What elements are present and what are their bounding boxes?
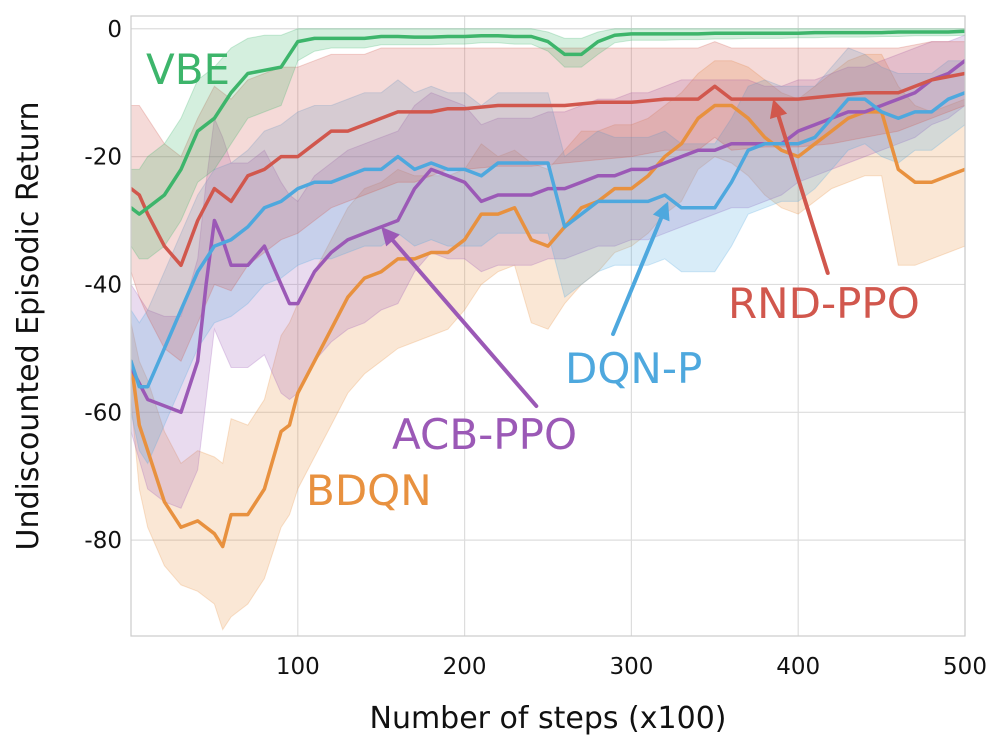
label-acb-ppo: ACB-PPO	[392, 410, 577, 459]
x-tick-label: 100	[276, 654, 320, 680]
line-bdqn	[131, 103, 965, 549]
arrow-rnd-ppo	[776, 114, 830, 275]
band-vbe	[131, 28, 965, 260]
tick-labels: 100 200 300 400 500 0 -20 -40 -60 -80	[84, 17, 987, 680]
label-rnd-ppo: RND-PPO	[728, 279, 920, 328]
arrowhead-acb-ppo	[381, 226, 400, 247]
line-acb-ppo	[131, 58, 965, 415]
annotation-arrows	[381, 99, 830, 408]
x-tick-label: 200	[443, 654, 487, 680]
x-axis-title: Number of steps (x100)	[370, 701, 727, 736]
line-vbe	[131, 29, 965, 216]
line-rnd-ppo	[131, 71, 965, 268]
label-bdqn: BDQN	[306, 466, 432, 515]
label-dqn-p: DQN-P	[565, 344, 702, 393]
y-axis-title: Undiscounted Episodic Return	[11, 102, 46, 551]
y-tick-label: -40	[84, 272, 122, 298]
y-tick-label: -60	[84, 400, 122, 426]
label-vbe: VBE	[146, 45, 230, 94]
arrow-acb-ppo	[390, 238, 539, 408]
band-acb-ppo	[131, 34, 965, 509]
series-lines	[131, 29, 965, 549]
x-tick-label: 300	[609, 654, 653, 680]
arrow-dqn-p	[611, 215, 664, 336]
y-tick-label: -20	[84, 145, 122, 171]
y-tick-label: -80	[84, 528, 122, 554]
y-tick-label: 0	[107, 17, 122, 43]
arrowhead-rnd-ppo	[769, 99, 788, 119]
band-rnd-ppo	[131, 41, 965, 362]
arrowhead-dqn-p	[652, 201, 670, 222]
line-dqn-p	[131, 90, 965, 389]
x-tick-label: 500	[943, 654, 987, 680]
plot-frame	[130, 15, 966, 637]
x-tick-label: 400	[776, 654, 820, 680]
